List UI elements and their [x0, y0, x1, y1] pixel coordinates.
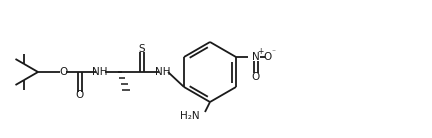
Text: N: N [252, 52, 260, 62]
Text: O: O [59, 67, 67, 77]
Text: NH: NH [92, 67, 108, 77]
Text: O: O [252, 72, 260, 82]
Text: O: O [76, 90, 84, 100]
Text: H₂N: H₂N [181, 111, 200, 121]
Text: S: S [139, 44, 145, 54]
Text: O: O [264, 52, 272, 62]
Text: ⁻: ⁻ [272, 47, 276, 56]
Text: +: + [257, 47, 263, 56]
Text: NH: NH [155, 67, 171, 77]
